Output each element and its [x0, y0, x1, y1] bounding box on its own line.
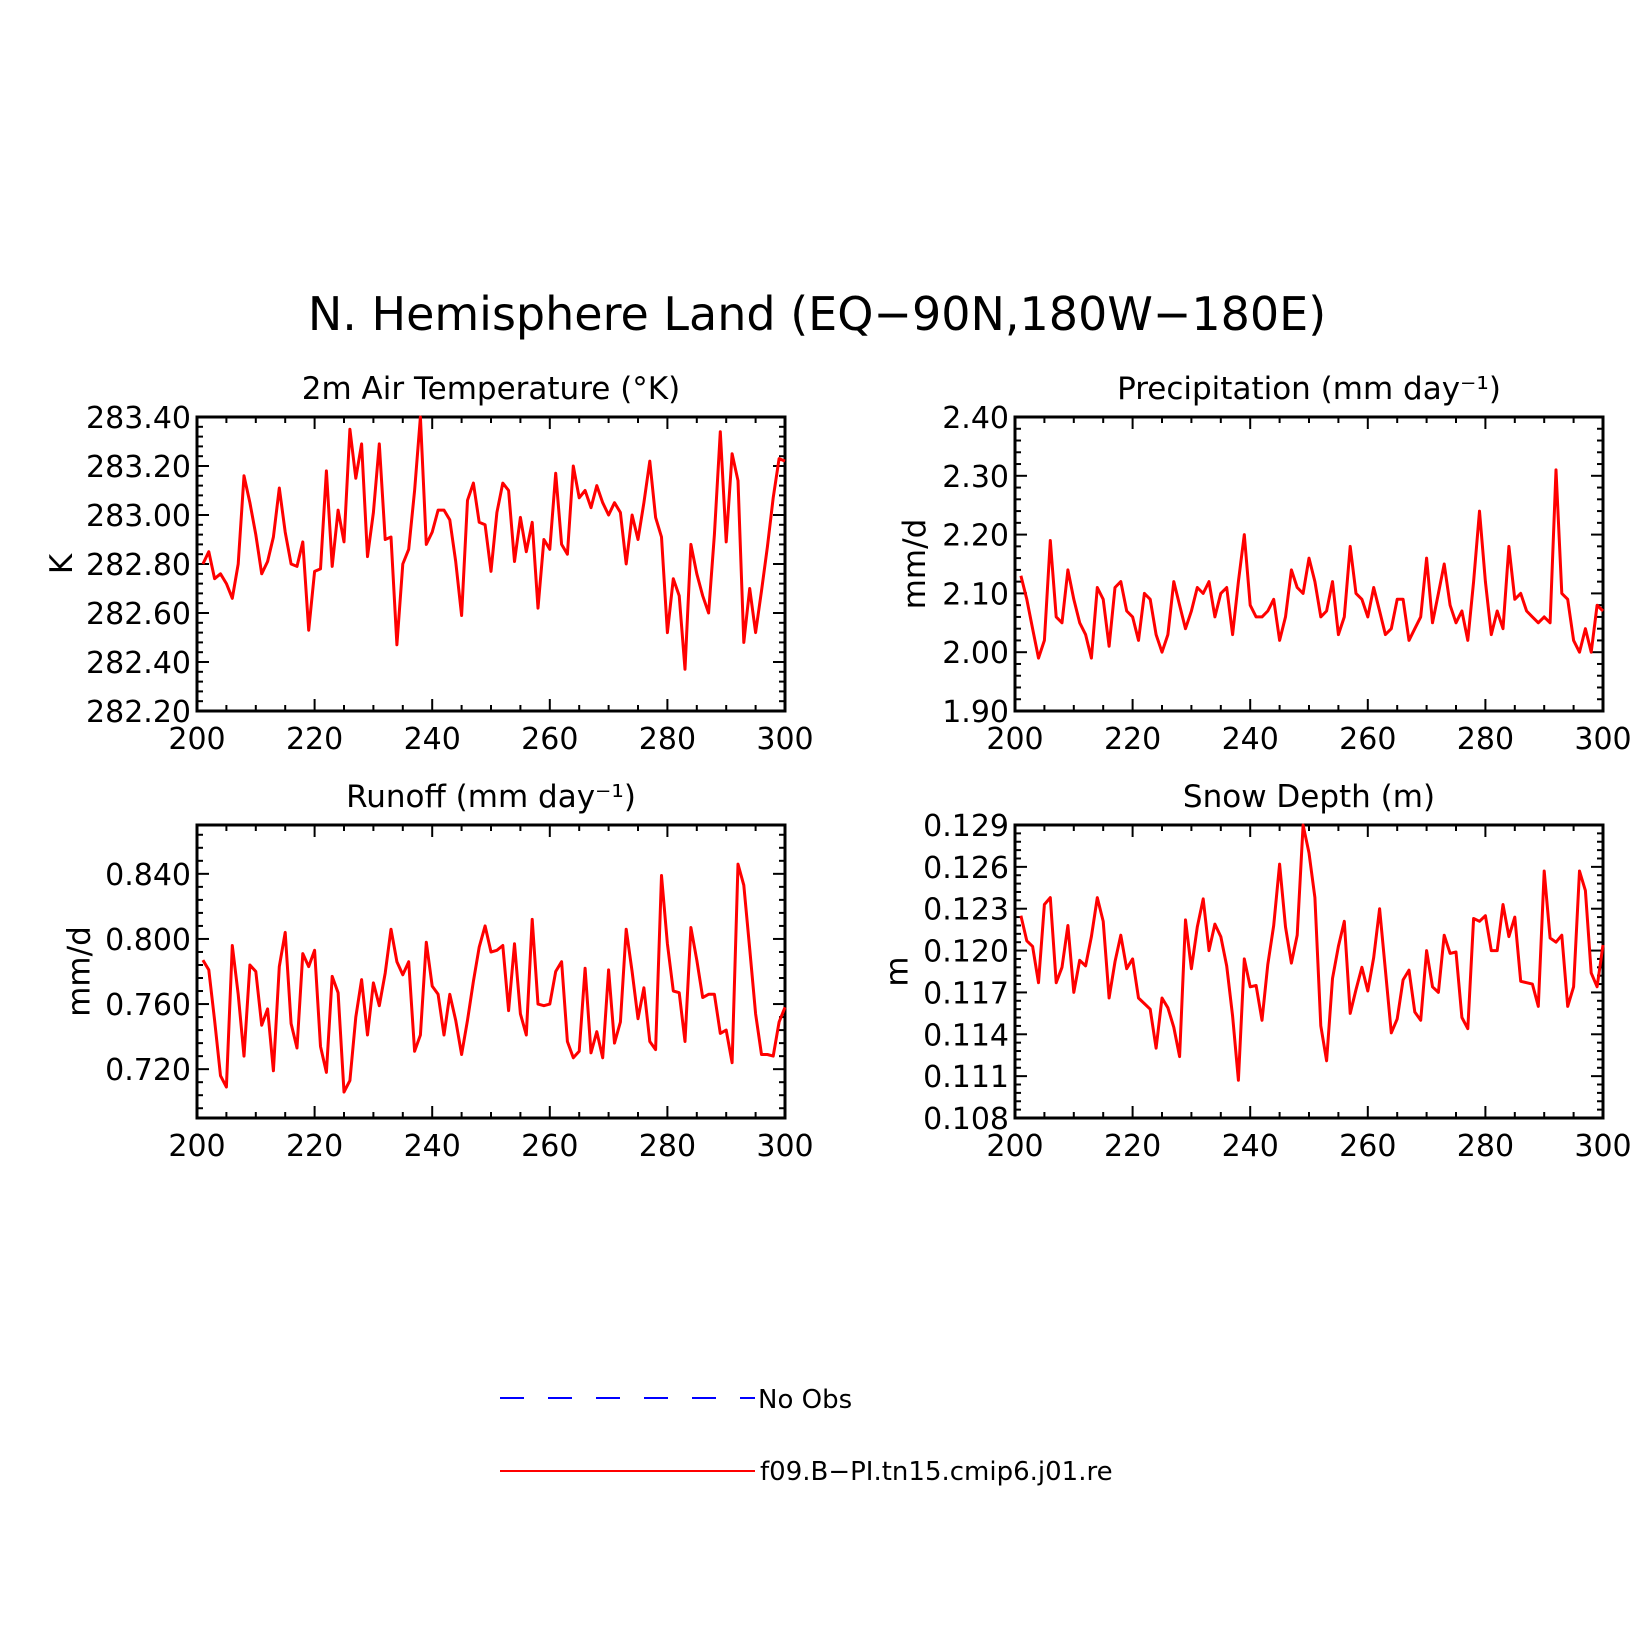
precip-x-tick-label: 260: [1339, 722, 1396, 757]
main-title: N. Hemisphere Land (EQ−90N,180W−180E): [308, 287, 1326, 341]
snow-x-tick-label: 200: [986, 1129, 1043, 1164]
precip-y-tick-label: 2.30: [942, 460, 1009, 495]
runoff-y-axis-label: mm/d: [62, 926, 98, 1017]
runoff-series-line: [201, 862, 787, 1094]
precip-y-tick-label: 1.90: [942, 695, 1009, 730]
precip-y-tick-label: 2.40: [942, 401, 1009, 436]
legend: No Obs f09.B−PI.tn15.cmip6.j01.re: [500, 1385, 1113, 1487]
precip-series-line: [1019, 468, 1605, 660]
snow-y-tick-label: 0.123: [923, 893, 1009, 928]
legend-label-model: f09.B−PI.tn15.cmip6.j01.re: [760, 1457, 1113, 1487]
runoff-y-tick-label: 0.760: [105, 988, 191, 1023]
temp-x-tick-label: 280: [639, 722, 696, 757]
temp-chart: 2m Air Temperature (°K) 200 220 240 260 280 30…: [44, 371, 814, 757]
temp-x-tick-label: 240: [404, 722, 461, 757]
temp-y-tick-label: 282.80: [86, 548, 191, 583]
runoff-y-tick-label: 0.720: [105, 1053, 191, 1088]
snow-x-tick-label: 240: [1222, 1129, 1279, 1164]
runoff-y-tick-label: 0.840: [105, 858, 191, 893]
snow-y-tick-label: 0.114: [923, 1018, 1009, 1053]
precip-y-tick-label: 2.00: [942, 636, 1009, 671]
precip-x-tick-label: 240: [1222, 722, 1279, 757]
temp-y-axis-label: K: [44, 553, 80, 574]
precip-y-tick-label: 2.20: [942, 519, 1009, 554]
runoff-x-tick-label: 260: [521, 1129, 578, 1164]
snow-y-tick-label: 0.126: [923, 851, 1009, 886]
runoff-chart: Runoff (mm day⁻¹) 200 220 240 260 280 300 0.720…: [62, 779, 814, 1164]
precip-x-tick-label: 300: [1574, 722, 1631, 757]
runoff-plot-frame: [195, 823, 787, 1120]
temp-panel-title: 2m Air Temperature (°K): [302, 371, 680, 407]
snow-y-tick-label: 0.120: [923, 935, 1009, 970]
snow-x-tick-label: 220: [1104, 1129, 1161, 1164]
runoff-x-tick-label: 200: [168, 1129, 225, 1164]
precip-x-tick-label: 220: [1104, 722, 1161, 757]
legend-label-no-obs: No Obs: [758, 1385, 852, 1415]
runoff-x-tick-label: 300: [756, 1129, 813, 1164]
temp-x-tick-label: 220: [286, 722, 343, 757]
runoff-x-tick-label: 220: [286, 1129, 343, 1164]
snow-series-line: [1019, 823, 1605, 1082]
snow-x-tick-label: 300: [1574, 1129, 1631, 1164]
temp-y-tick-label: 283.40: [86, 401, 191, 436]
runoff-x-tick-label: 240: [404, 1129, 461, 1164]
snow-chart: Snow Depth (m) 200 220 240 260 280 300 0.108 0.1…: [880, 779, 1632, 1164]
precip-x-tick-label: 280: [1457, 722, 1514, 757]
temp-y-tick-label: 283.20: [86, 450, 191, 485]
precip-x-tick-label: 200: [986, 722, 1043, 757]
precip-y-axis-label: mm/d: [897, 519, 933, 610]
snow-plot-frame: [1013, 823, 1605, 1120]
snow-y-tick-label: 0.111: [923, 1060, 1009, 1095]
temp-y-tick-label: 282.60: [86, 597, 191, 632]
temp-x-tick-label: 200: [168, 722, 225, 757]
temp-x-tick-label: 260: [521, 722, 578, 757]
temp-y-tick-label: 282.40: [86, 646, 191, 681]
snow-y-tick-label: 0.129: [923, 809, 1009, 844]
precip-y-tick-label: 2.10: [942, 577, 1009, 612]
snow-panel-title: Snow Depth (m): [1183, 779, 1435, 815]
snow-y-tick-label: 0.117: [923, 976, 1009, 1011]
precip-panel-title: Precipitation (mm day⁻¹): [1117, 371, 1501, 407]
temp-series-line: [201, 415, 786, 671]
snow-x-tick-label: 260: [1339, 1129, 1396, 1164]
chart-panels: 2m Air Temperature (°K) 200 220 240 260 280 30…: [44, 371, 1632, 1164]
temp-y-tick-label: 283.00: [86, 499, 191, 534]
snow-y-axis-label: m: [880, 956, 916, 986]
runoff-panel-title: Runoff (mm day⁻¹): [346, 779, 636, 815]
runoff-y-tick-label: 0.800: [105, 923, 191, 958]
temp-y-tick-label: 282.20: [86, 695, 191, 730]
temp-x-tick-label: 300: [756, 722, 813, 757]
snow-x-tick-label: 280: [1457, 1129, 1514, 1164]
runoff-x-tick-label: 280: [639, 1129, 696, 1164]
snow-y-tick-label: 0.108: [923, 1102, 1009, 1137]
precip-chart: Precipitation (mm day⁻¹) 200 220 240 260 280 3…: [897, 371, 1632, 757]
